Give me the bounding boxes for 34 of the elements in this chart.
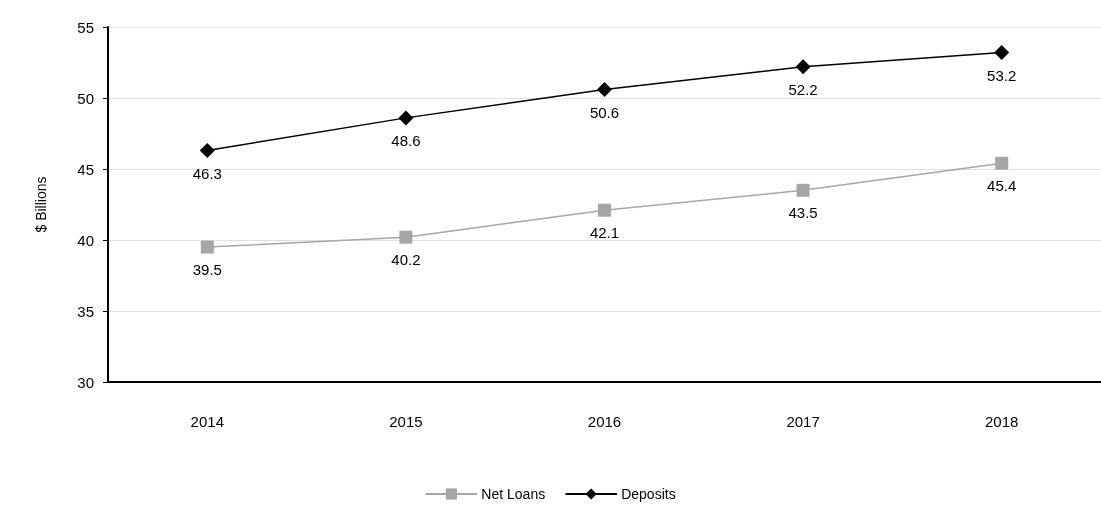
data-label: 53.2 xyxy=(987,67,1017,85)
x-tick-label: 2016 xyxy=(587,413,622,430)
point xyxy=(199,143,215,159)
data-label: 42.1 xyxy=(589,223,620,241)
point xyxy=(597,81,612,97)
data-label: 40.2 xyxy=(391,250,421,268)
data-label: 46.3 xyxy=(192,165,222,183)
y-tick-label: 50 xyxy=(77,89,94,107)
point xyxy=(796,183,810,197)
data-label: 50.6 xyxy=(589,103,620,121)
x-tick-label: 2017 xyxy=(786,413,820,430)
y-tick-label: 40 xyxy=(77,231,94,249)
point xyxy=(994,45,1010,61)
y-axis-title: $ Billions xyxy=(33,176,49,233)
y-tick-label: 35 xyxy=(77,302,94,320)
point xyxy=(399,230,413,244)
data-label: 39.5 xyxy=(192,260,222,278)
data-label: 43.5 xyxy=(788,203,818,221)
point xyxy=(398,110,414,126)
legend-label: Deposits xyxy=(621,486,676,502)
point xyxy=(200,240,214,254)
x-tick-label: 2014 xyxy=(190,413,224,430)
point xyxy=(795,59,811,75)
data-label: 52.2 xyxy=(788,81,818,99)
point xyxy=(598,203,611,217)
y-tick-label: 45 xyxy=(77,160,94,178)
x-tick-label: 2015 xyxy=(389,413,423,430)
data-label: 45.4 xyxy=(987,176,1017,194)
y-tick-label: 55 xyxy=(77,18,94,36)
data-label: 48.6 xyxy=(391,132,421,150)
x-tick-label: 2018 xyxy=(985,413,1019,430)
legend-label: Net Loans xyxy=(481,486,546,502)
point xyxy=(995,156,1009,170)
y-tick-label: 30 xyxy=(77,373,94,391)
